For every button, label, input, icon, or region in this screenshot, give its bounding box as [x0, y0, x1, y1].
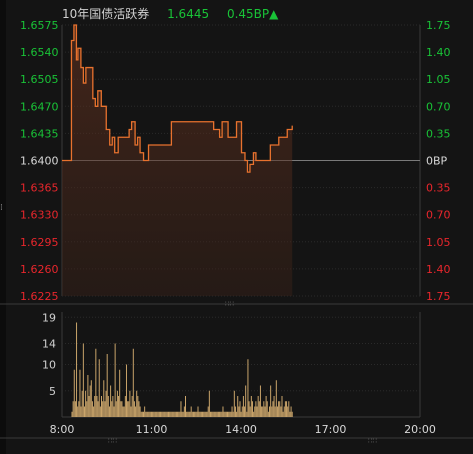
bp-tick-label: 1.75	[426, 290, 451, 303]
chart-header: 10年国债活跃券 1.6445 0.45BP▲	[62, 5, 292, 21]
bp-tick-label: 0BP	[426, 155, 448, 168]
time-tick-label: 14:00	[225, 423, 257, 436]
instrument-title: 10年国债活跃券	[62, 7, 150, 21]
price-tick-label: 1.6470	[20, 100, 59, 113]
bp-tick-label: 1.75	[426, 19, 451, 32]
time-axis: 8:00 11:00 14:00 17:00 20:00	[50, 423, 436, 436]
price-tick-label: 1.6575	[20, 19, 59, 32]
bp-tick-label: 1.05	[426, 73, 451, 86]
price-area-fill	[62, 25, 293, 296]
splitter-grip-2[interactable]: ∷∷	[108, 437, 117, 445]
time-tick-label: 11:00	[136, 423, 168, 436]
price-change: 0.45BP▲	[226, 7, 279, 21]
price-tick-label: 1.6295	[20, 236, 59, 249]
price-tick-label: 1.6400	[20, 155, 59, 168]
volume-tick-label: 14	[42, 338, 56, 351]
volume-tick-label: 5	[49, 385, 56, 398]
price-tick-label: 1.6260	[20, 263, 59, 276]
volume-bars	[71, 322, 293, 417]
volume-tick-label: 19	[42, 311, 56, 324]
volume-axis: 19 14 10 5	[42, 311, 56, 398]
time-tick-label: 17:00	[315, 423, 347, 436]
price-tick-label: 1.6330	[20, 209, 59, 222]
price-tick-label: 1.6435	[20, 127, 59, 140]
time-tick-label: 8:00	[50, 423, 75, 436]
price-tick-label: 1.6540	[20, 46, 59, 59]
bp-tick-label: 0.70	[426, 209, 451, 222]
price-axis-left: 1.6575 1.6540 1.6505 1.6470 1.6435 1.6400 1.63…	[20, 19, 59, 303]
bp-tick-label: 0.35	[426, 182, 451, 195]
bp-tick-label: 0.70	[426, 100, 451, 113]
volume-tick-label: 10	[42, 359, 56, 372]
bp-axis-right: 1.75 1.40 1.05 0.70 0.35 0BP 0.35 0.70 1.05 1.40 1…	[426, 19, 451, 303]
volume-grid	[61, 312, 421, 418]
last-price: 1.6445	[167, 7, 210, 21]
splitter-grip-1[interactable]: ∷∷	[225, 300, 234, 308]
time-tick-label: 20:00	[404, 423, 436, 436]
price-tick-label: 1.6365	[20, 182, 59, 195]
price-tick-label: 1.6225	[20, 290, 59, 303]
left-edge	[0, 0, 6, 454]
bp-tick-label: 1.05	[426, 236, 451, 249]
resize-grip-left[interactable]: ⁞	[0, 203, 3, 213]
bp-tick-label: 1.40	[426, 263, 451, 276]
price-tick-label: 1.6505	[20, 73, 59, 86]
price-area	[62, 24, 293, 296]
bp-tick-label: 1.40	[426, 46, 451, 59]
price-line	[62, 24, 293, 173]
bp-tick-label: 0.35	[426, 127, 451, 140]
splitter-grip-3[interactable]: ∷∷	[368, 437, 377, 445]
